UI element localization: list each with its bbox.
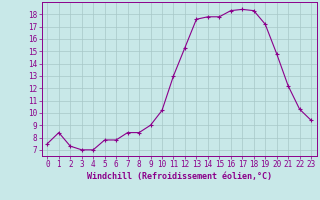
X-axis label: Windchill (Refroidissement éolien,°C): Windchill (Refroidissement éolien,°C) bbox=[87, 172, 272, 181]
